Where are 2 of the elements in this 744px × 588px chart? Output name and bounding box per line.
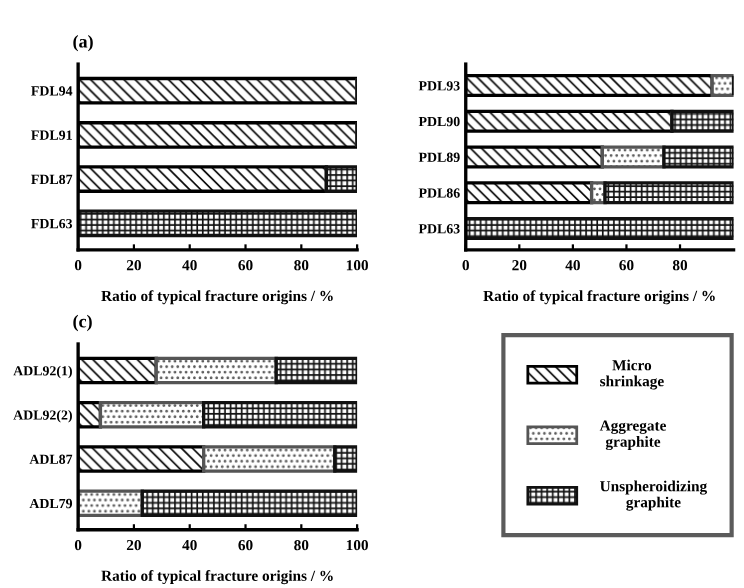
chart-title: (a) xyxy=(73,34,93,52)
chart-title: (c) xyxy=(73,314,92,332)
